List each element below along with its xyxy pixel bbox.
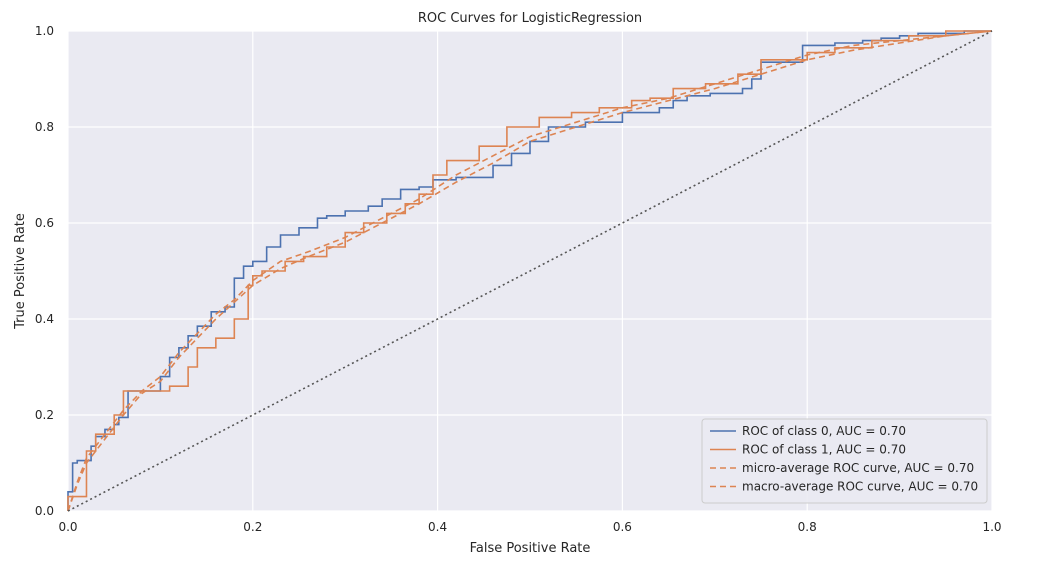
legend-entry: ROC of class 0, AUC = 0.70 bbox=[742, 424, 906, 438]
y-tick-label: 1.0 bbox=[35, 24, 54, 38]
y-tick-label: 0.2 bbox=[35, 408, 54, 422]
y-axis-ticks: 0.0 0.2 0.4 0.6 0.8 1.0 bbox=[35, 24, 54, 518]
x-axis-label: False Positive Rate bbox=[470, 541, 591, 556]
legend-entry: micro-average ROC curve, AUC = 0.70 bbox=[742, 461, 974, 475]
series-line-3 bbox=[67, 30, 993, 512]
series-layer bbox=[67, 30, 993, 512]
x-tick-label: 0.6 bbox=[613, 520, 632, 534]
series-line-1 bbox=[67, 30, 992, 511]
x-axis-ticks: 0.0 0.2 0.4 0.6 0.8 1.0 bbox=[58, 520, 1001, 534]
x-tick-label: 0.4 bbox=[428, 520, 447, 534]
y-tick-label: 0.0 bbox=[35, 504, 54, 518]
legend-box bbox=[701, 418, 988, 504]
legend-entry: macro-average ROC curve, AUC = 0.70 bbox=[742, 480, 978, 494]
x-tick-label: 0.8 bbox=[798, 520, 817, 534]
x-tick-label: 1.0 bbox=[982, 520, 1001, 534]
legend: ROC of class 0, AUC = 0.70 ROC of class 1… bbox=[701, 418, 988, 504]
legend-entry: ROC of class 1, AUC = 0.70 bbox=[742, 443, 906, 457]
series-line-4 bbox=[67, 30, 993, 512]
series-line-2 bbox=[67, 30, 993, 512]
y-tick-label: 0.4 bbox=[35, 312, 54, 326]
y-axis-label: True Positive Rate bbox=[13, 213, 28, 330]
chart-title: ROC Curves for LogisticRegression bbox=[418, 11, 642, 26]
y-tick-label: 0.8 bbox=[35, 120, 54, 134]
x-tick-label: 0.0 bbox=[58, 520, 77, 534]
x-tick-label: 0.2 bbox=[243, 520, 262, 534]
y-tick-label: 0.6 bbox=[35, 216, 54, 230]
